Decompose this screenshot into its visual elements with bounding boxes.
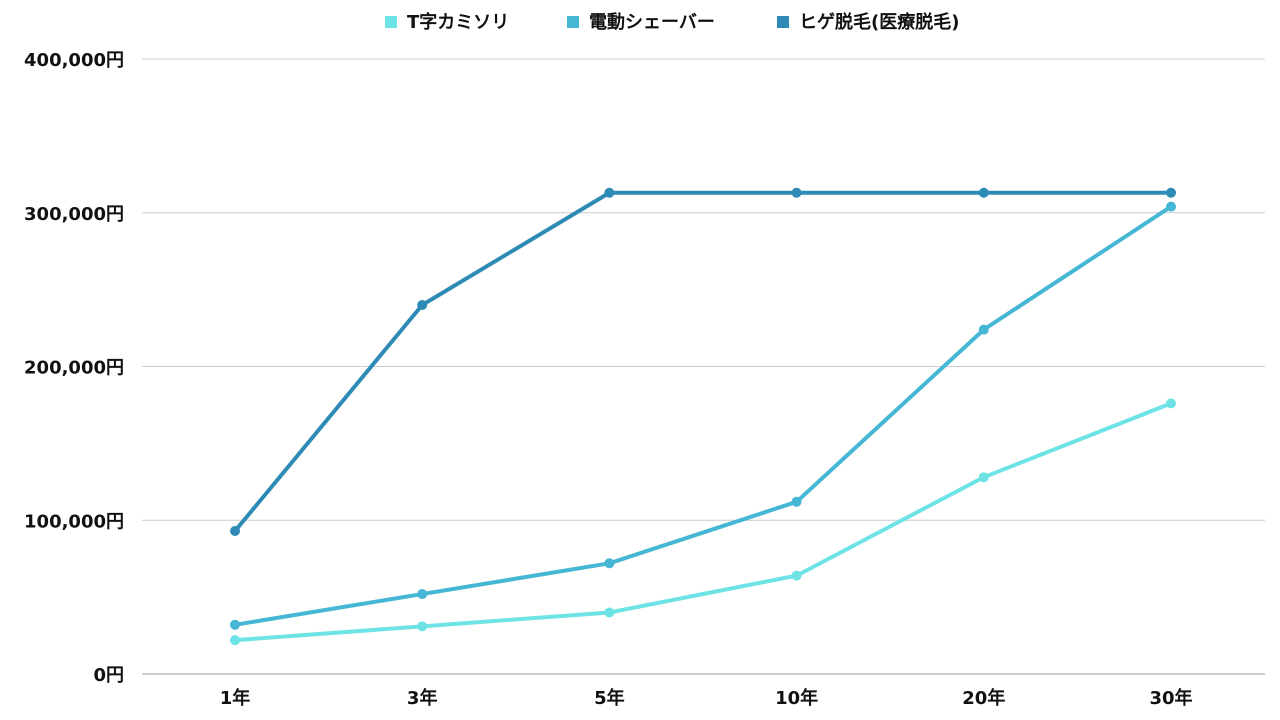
x-tick-label: 20年 (962, 687, 1005, 709)
data-point (417, 621, 428, 632)
data-point (978, 472, 989, 483)
grid-layer (142, 58, 1265, 675)
legend-swatch (777, 16, 789, 28)
data-point (230, 619, 240, 630)
data-point (791, 187, 802, 198)
legend-swatch (567, 16, 579, 28)
data-point (417, 589, 428, 600)
legend-label: T字カミソリ (407, 11, 509, 33)
y-tick-label: 300,000円 (24, 204, 124, 225)
data-point (978, 324, 989, 335)
y-tick-label: 400,000円 (24, 50, 124, 71)
x-tick-label: 1年 (220, 687, 251, 709)
legend: T字カミソリ 電動シェーバー ヒゲ脱毛(医療脱毛) (385, 11, 959, 33)
data-point (1166, 398, 1176, 409)
legend-label: 電動シェーバー (589, 11, 715, 33)
series-layer (230, 187, 1176, 646)
x-tick-label: 5年 (594, 687, 625, 709)
x-tick-label: 30年 (1149, 687, 1192, 709)
data-point (604, 187, 615, 198)
data-point (604, 607, 615, 618)
y-tick-label: 200,000円 (24, 358, 124, 379)
y-tick-label: 0円 (93, 665, 124, 686)
series-line (233, 204, 1173, 627)
data-point (230, 635, 240, 646)
data-point (230, 526, 240, 537)
data-point (1166, 201, 1176, 212)
data-point (978, 187, 989, 198)
legend-label: ヒゲ脱毛(医療脱毛) (799, 11, 959, 33)
legend-swatch (385, 16, 397, 28)
x-tick-label: 3年 (407, 687, 438, 709)
series-0 (230, 398, 1176, 646)
series-2 (230, 187, 1176, 537)
legend-item: T字カミソリ (385, 11, 509, 33)
data-point (791, 570, 802, 581)
legend-item: 電動シェーバー (567, 11, 715, 33)
axis-layer: 0円 100,000円 200,000円 300,000円 400,000円 1年 3年 5年… (24, 50, 1193, 709)
series-1 (230, 201, 1176, 630)
data-point (791, 496, 802, 507)
data-point (417, 300, 428, 310)
legend-item: ヒゲ脱毛(医療脱毛) (777, 11, 959, 33)
x-tick-label: 10年 (775, 687, 818, 709)
series-line (233, 401, 1173, 643)
data-point (1166, 187, 1176, 198)
y-tick-label: 100,000円 (24, 511, 124, 532)
data-point (604, 558, 615, 569)
series-line (233, 190, 1173, 534)
